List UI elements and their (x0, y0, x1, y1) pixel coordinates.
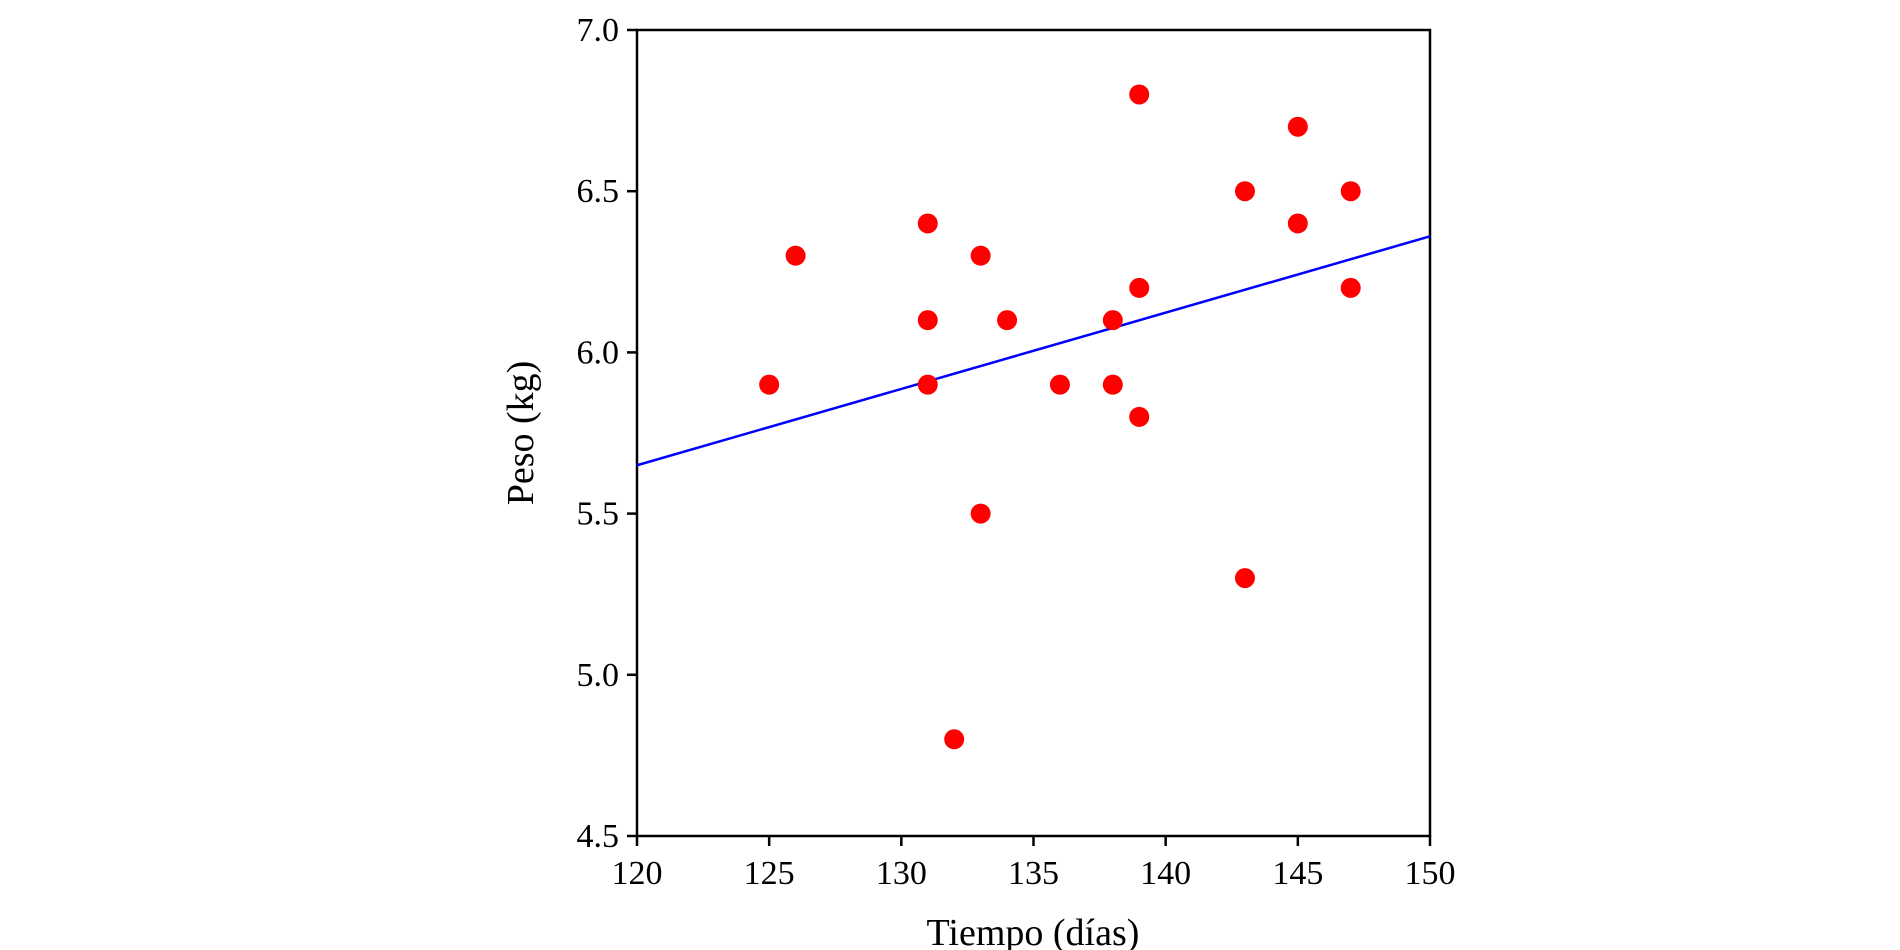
x-tick-label: 125 (744, 855, 795, 892)
data-point (944, 729, 965, 750)
x-axis-ticks: 120 125 130 135 140 145 150 (612, 836, 1456, 892)
x-tick-label: 130 (876, 855, 927, 892)
data-point (1234, 181, 1255, 202)
data-point (759, 374, 780, 395)
y-tick-label: 6.0 (577, 334, 620, 371)
y-tick-label: 5.0 (577, 657, 620, 694)
y-tick-label: 6.5 (577, 173, 620, 210)
x-tick-label: 120 (612, 855, 663, 892)
plot-frame (635, 28, 1432, 838)
data-point (1340, 181, 1361, 202)
data-point (1287, 116, 1308, 137)
x-tick-label: 145 (1272, 855, 1323, 892)
data-point (1102, 310, 1123, 331)
x-tick-label: 135 (1008, 855, 1059, 892)
y-tick-label: 4.5 (577, 818, 620, 855)
data-point (1129, 277, 1150, 298)
points-layer (759, 84, 1361, 750)
y-tick-label: 7.0 (577, 12, 620, 49)
data-point (1129, 406, 1150, 427)
data-point (917, 310, 938, 331)
x-axis-title: Tiempo (días) (927, 912, 1140, 950)
trendline (636, 235, 1431, 467)
data-point (917, 213, 938, 234)
y-axis-title: Peso (kg) (500, 361, 542, 506)
y-tick-label: 5.5 (577, 496, 620, 533)
trendline-layer (636, 235, 1431, 467)
data-point (1234, 568, 1255, 589)
data-point (1287, 213, 1308, 234)
data-point (917, 374, 938, 395)
x-tick-label: 140 (1140, 855, 1191, 892)
data-point (1129, 84, 1150, 105)
data-point (785, 245, 806, 266)
data-point (997, 310, 1018, 331)
data-point (1102, 374, 1123, 395)
data-point (1049, 374, 1070, 395)
x-tick-label: 150 (1405, 855, 1456, 892)
y-axis-ticks: 4.5 5.0 5.5 6.0 6.5 7.0 (577, 12, 637, 855)
data-point (1340, 277, 1361, 298)
data-point (970, 503, 991, 524)
data-point (970, 245, 991, 266)
